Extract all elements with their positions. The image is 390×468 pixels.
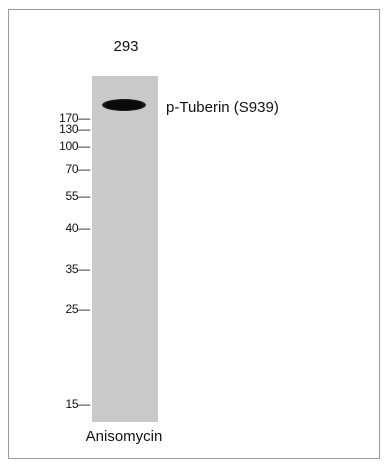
marker-70: 70— [65,162,91,176]
marker-25: 25— [65,302,91,316]
figure-frame [8,9,380,459]
marker-55: 55— [65,189,91,203]
protein-band [102,99,146,111]
blot-lane [92,76,158,422]
band-label: p-Tuberin (S939) [166,99,279,116]
treatment-label: Anisomycin [85,428,163,445]
marker-15: 15— [65,397,91,411]
lane-label: 293 [113,38,139,55]
marker-130: 130— [59,122,90,136]
marker-170: 170— [59,111,90,125]
marker-100: 100— [59,139,90,153]
marker-40: 40— [65,221,91,235]
marker-35: 35— [65,262,91,276]
